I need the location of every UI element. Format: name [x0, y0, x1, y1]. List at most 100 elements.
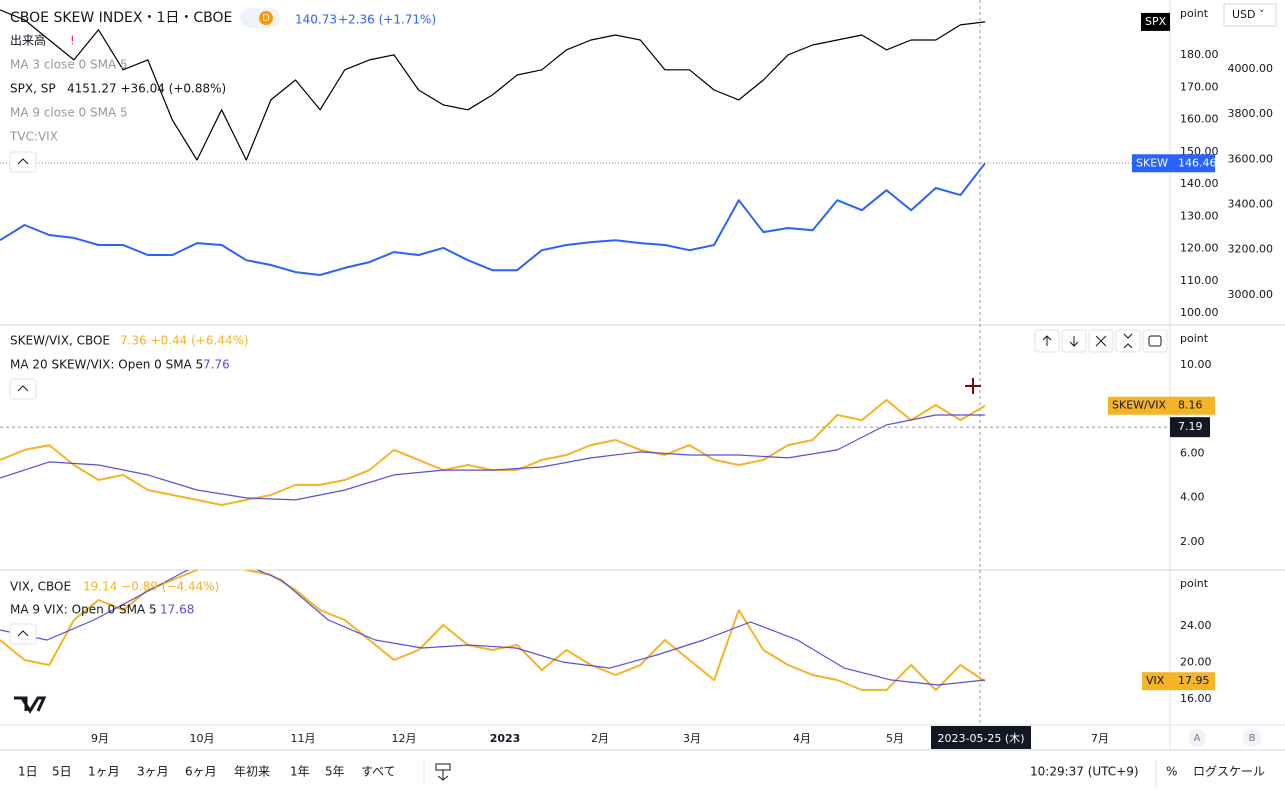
crosshair-date: 2023-05-25 (木): [937, 732, 1024, 745]
status-badge: D: [262, 13, 270, 24]
y-tick-label: 180.00: [1180, 48, 1219, 61]
y-tick-label: 20.00: [1180, 656, 1212, 669]
collapse-button[interactable]: [9, 151, 37, 173]
y2-tick-label: 3800.00: [1228, 107, 1274, 120]
x-tick-label: 10月: [190, 732, 215, 745]
range-button[interactable]: 1ヶ月: [88, 765, 120, 779]
y-tick-label: 24.00: [1180, 619, 1212, 632]
currency-button[interactable]: [1223, 3, 1277, 27]
y2-tick-label: 3600.00: [1228, 152, 1274, 165]
series-line: [0, 570, 986, 691]
collapse-button[interactable]: [9, 623, 37, 645]
range-button[interactable]: 1日: [18, 765, 38, 779]
scale-button[interactable]: [1243, 729, 1261, 747]
x-tick-label: 3月: [683, 732, 701, 745]
legend-volume: 出来高: [10, 33, 46, 48]
maximize-pane[interactable]: [1142, 329, 1168, 353]
series-name-badge: SPX: [1145, 15, 1167, 28]
y-tick-label: 110.00: [1180, 274, 1219, 287]
scale-unit: point: [1180, 332, 1209, 345]
currency: USD ˅: [1232, 8, 1265, 21]
x-tick-label: 12月: [392, 732, 417, 745]
move-down[interactable]: [1061, 329, 1087, 353]
range-button[interactable]: 3ヶ月: [137, 765, 169, 779]
scale-button-label: A: [1194, 733, 1201, 744]
y2-tick-label: 3200.00: [1228, 243, 1274, 256]
y-tick-label: 100.00: [1180, 306, 1219, 319]
legend-skewvix-value: 7.36 +0.44 (+6.44%): [120, 334, 249, 348]
close-pane[interactable]: [1088, 329, 1114, 353]
status-dot: [259, 11, 273, 25]
series-layer: [0, 9, 1170, 691]
series-name-badge: SKEW: [1136, 156, 1168, 169]
symbol-title: CBOE SKEW INDEX・1日・CBOE: [10, 10, 232, 26]
range-button[interactable]: 年初来: [234, 765, 270, 779]
x-tick-label: 2023: [490, 732, 521, 745]
y2-tick-label: 3400.00: [1228, 198, 1274, 211]
x-tick-label: 5月: [886, 732, 904, 745]
y-tick-label: 10.00: [1180, 358, 1212, 371]
range-button[interactable]: 5年: [325, 765, 345, 779]
range-button[interactable]: 6ヶ月: [185, 765, 217, 779]
range-button[interactable]: 5日: [52, 765, 72, 779]
x-tick-label: 11月: [291, 732, 316, 745]
y-tick-label: 130.00: [1180, 209, 1219, 222]
toolbar: 1日 5日 1ヶ月 3ヶ月 6ヶ月 年初来 1年 5年 すべて: [18, 765, 396, 779]
legend-ma: MA 20 SKEW/VIX: Open 0 SMA 5: [10, 358, 203, 372]
up-icon: [1042, 335, 1052, 346]
crosshair-price-bg: [1170, 417, 1210, 438]
pane-controls: [1034, 329, 1168, 353]
collapse-icon: [17, 630, 29, 637]
crosshair-price: 7.19: [1178, 420, 1203, 433]
range-button[interactable]: すべて: [361, 765, 396, 779]
logo: [14, 696, 47, 714]
price-change: +2.36 (+1.71%): [338, 13, 436, 27]
clock: 10:29:37 (UTC+9): [1030, 765, 1139, 779]
range-button[interactable]: 1年: [290, 765, 310, 779]
legend-vix: TVC:VIX: [9, 130, 58, 144]
y-tick-label: 4.00: [1180, 491, 1205, 504]
last-price-label: 146.46: [1178, 156, 1217, 169]
legend-ma-value: 17.68: [160, 603, 194, 617]
scale-unit: point: [1180, 7, 1209, 20]
log-toggle[interactable]: ログスケール: [1193, 765, 1265, 779]
series-name-badge: SKEW/VIX: [1112, 399, 1166, 412]
date-range-icon[interactable]: [435, 763, 451, 781]
last-price-badge: [1132, 154, 1215, 173]
y-tick-label: 2.00: [1180, 535, 1205, 548]
scale-button[interactable]: [1188, 729, 1206, 747]
series-line: [0, 414, 985, 501]
y2-tick-label: 3000.00: [1228, 288, 1274, 301]
series-line: [0, 570, 986, 686]
legend-vix-value: 19.14 −0.89 (−4.44%): [83, 580, 219, 594]
x-tick-label: 9月: [91, 732, 109, 745]
maximize-icon: [1148, 335, 1162, 347]
legend-spx-value: 4151.27 +36.04 (+0.88%): [67, 82, 226, 96]
y-tick-label: 140.00: [1180, 177, 1219, 190]
legend-ma: MA 9 close 0 SMA 5: [10, 106, 128, 120]
collapse-button[interactable]: [9, 378, 37, 400]
move-up[interactable]: [1034, 329, 1060, 353]
collapse-icon: [17, 158, 29, 165]
price: 140.73: [295, 13, 337, 27]
y-tick-label: 120.00: [1180, 242, 1219, 255]
close-icon: [1095, 335, 1107, 347]
last-price-label: 17.95: [1178, 674, 1210, 687]
legend-ma: MA 3 close 0 SMA 5: [10, 58, 128, 72]
scale-unit: point: [1180, 577, 1209, 590]
legend-warning: !: [70, 34, 75, 48]
y-tick-label: 16.00: [1180, 692, 1212, 705]
last-price-badge: [1108, 396, 1215, 415]
series-line: [0, 9, 986, 161]
last-price-badge: [1141, 12, 1170, 31]
x-tick-label: 4月: [793, 732, 811, 745]
series-name-badge: VIX: [1146, 674, 1165, 687]
y-tick-label: 6.00: [1180, 446, 1205, 459]
percent-toggle[interactable]: %: [1166, 765, 1177, 779]
y-tick-label: 170.00: [1180, 80, 1219, 93]
collapse-pane-icon: [1123, 333, 1133, 349]
collapse-pane[interactable]: [1115, 329, 1141, 353]
legend-ma: MA 9 VIX: Open 0 SMA 5: [10, 603, 157, 617]
